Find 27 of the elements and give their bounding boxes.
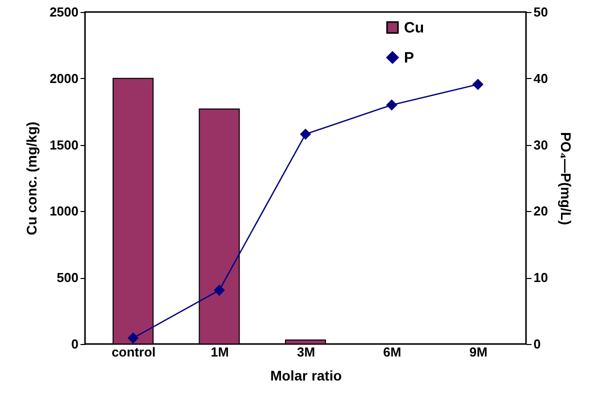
x-tick-label: 1M <box>210 344 229 360</box>
y2-tick-label: 50 <box>534 4 548 20</box>
y-tick-label: 2000 <box>50 70 78 86</box>
y2-tick-label: 40 <box>534 70 548 86</box>
point <box>386 100 397 110</box>
y2-tick-label: 30 <box>534 137 548 152</box>
y-tick-label: 0 <box>71 336 78 352</box>
y2-tick-label: 0 <box>534 336 541 352</box>
legend-label: Cu <box>404 20 424 36</box>
y-tick-label: 2500 <box>50 4 78 20</box>
y-tick-label: 1500 <box>50 137 78 152</box>
point <box>472 79 484 90</box>
y-tick-label: 500 <box>56 270 78 286</box>
x-tick-label: control <box>112 344 156 360</box>
y-axis-title: Cu conc. (mg/kg) <box>24 122 40 236</box>
point <box>128 332 138 344</box>
y2-tick-label: 20 <box>534 204 548 219</box>
x-tick-label: 3M <box>296 344 316 360</box>
y2-tick-label: 10 <box>534 270 548 286</box>
point <box>214 285 224 296</box>
point <box>300 128 311 140</box>
legend-label: P <box>404 50 414 66</box>
x-tick-label: 6M <box>383 344 402 360</box>
x-axis-title: Molar ratio <box>270 368 342 384</box>
y-tick-label: 1000 <box>50 204 78 219</box>
y2-axis-title: PO₄—P(mg/L) <box>558 132 574 226</box>
x-tick-label: 9M <box>469 344 488 360</box>
